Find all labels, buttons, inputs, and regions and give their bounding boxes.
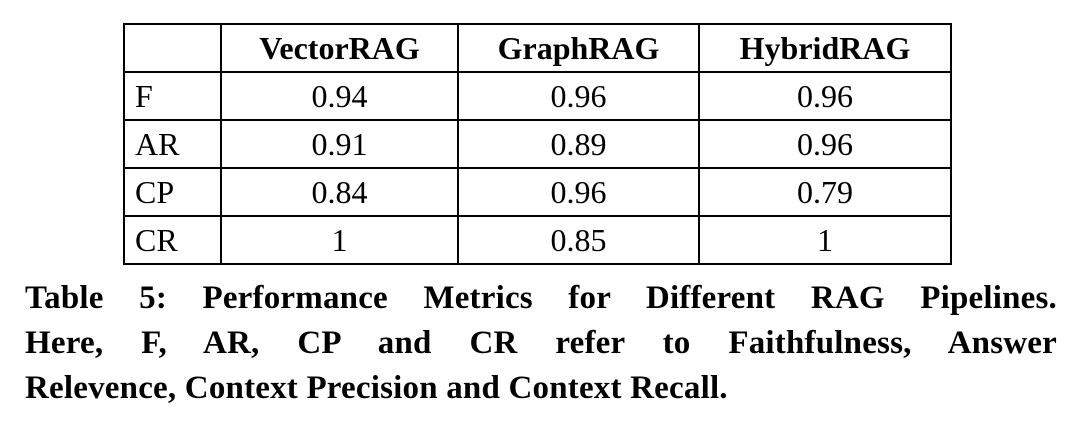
- row-label-cr: CR: [123, 215, 222, 265]
- cell-ar-vectorrag: 0.91: [220, 119, 459, 169]
- cell-ar-hybridrag: 0.96: [698, 119, 952, 169]
- table-caption: Table 5: Performance Metrics for Differe…: [25, 276, 1057, 411]
- header-hybridrag: HybridRAG: [698, 23, 952, 73]
- caption-line-3: Relevence, Context Precision and Context…: [25, 370, 728, 406]
- table-row-context-precision: CP 0.84 0.96 0.79: [123, 167, 952, 217]
- header-blank-cell: [123, 23, 222, 73]
- caption-line-2: Here, F, AR, CP and CR refer to Faithful…: [25, 325, 1057, 361]
- cell-cp-hybridrag: 0.79: [698, 167, 952, 217]
- table-header-row: VectorRAG GraphRAG HybridRAG: [123, 23, 952, 73]
- cell-cr-graphrag: 0.85: [457, 215, 700, 265]
- header-graphrag: GraphRAG: [457, 23, 700, 73]
- cell-cr-hybridrag: 1: [698, 215, 952, 265]
- header-vectorrag: VectorRAG: [220, 23, 459, 73]
- cell-cr-vectorrag: 1: [220, 215, 459, 265]
- performance-metrics-table: VectorRAG GraphRAG HybridRAG F 0.94 0.96…: [123, 23, 952, 265]
- row-label-ar: AR: [123, 119, 222, 169]
- caption-line-1: Table 5: Performance Metrics for Differe…: [25, 280, 1057, 316]
- cell-cp-vectorrag: 0.84: [220, 167, 459, 217]
- cell-cp-graphrag: 0.96: [457, 167, 700, 217]
- cell-ar-graphrag: 0.89: [457, 119, 700, 169]
- cell-f-vectorrag: 0.94: [220, 71, 459, 121]
- table-row-faithfulness: F 0.94 0.96 0.96: [123, 71, 952, 121]
- table-row-context-recall: CR 1 0.85 1: [123, 215, 952, 265]
- cell-f-hybridrag: 0.96: [698, 71, 952, 121]
- cell-f-graphrag: 0.96: [457, 71, 700, 121]
- row-label-f: F: [123, 71, 222, 121]
- table-row-answer-relevence: AR 0.91 0.89 0.96: [123, 119, 952, 169]
- row-label-cp: CP: [123, 167, 222, 217]
